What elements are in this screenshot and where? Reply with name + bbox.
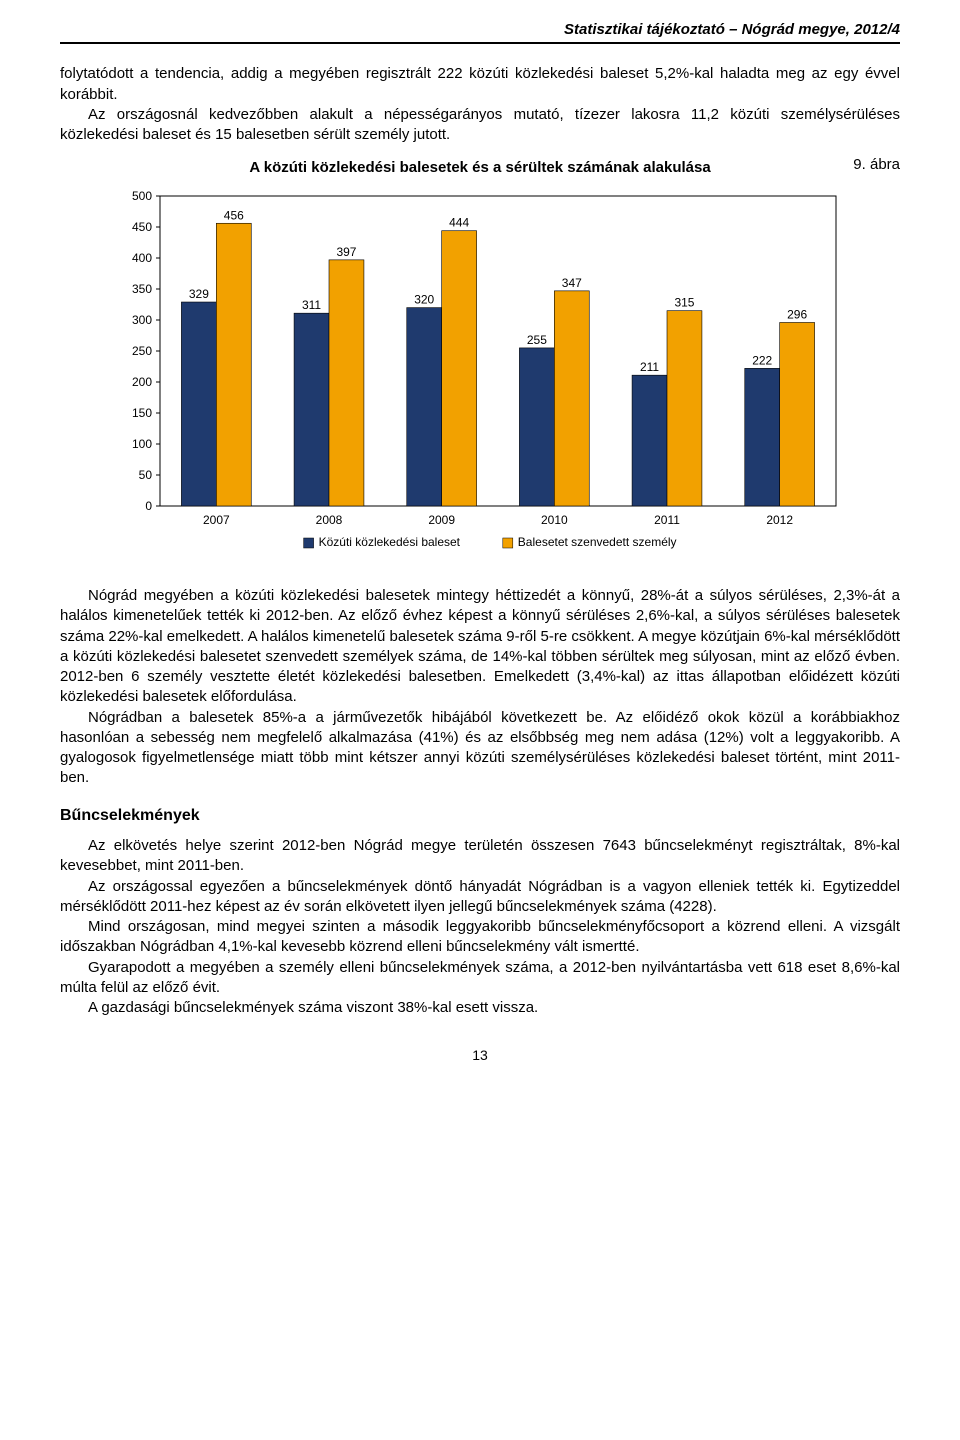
svg-text:296: 296 <box>787 307 807 321</box>
svg-text:222: 222 <box>752 353 772 367</box>
page-number: 13 <box>60 1046 900 1065</box>
paragraph-1: folytatódott a tendencia, addig a megyéb… <box>60 64 900 105</box>
paragraph-4: Nógrádban a balesetek 85%-a a járművezet… <box>60 708 900 789</box>
svg-text:2008: 2008 <box>316 513 343 527</box>
svg-text:320: 320 <box>414 292 434 306</box>
svg-text:Balesetet szenvedett személy: Balesetet szenvedett személy <box>518 535 677 549</box>
paragraph-3: Nógrád megyében a közúti közlekedési bal… <box>60 586 900 708</box>
chart-title: A közúti közlekedési balesetek és a sérü… <box>60 158 900 178</box>
svg-text:2009: 2009 <box>428 513 455 527</box>
svg-text:100: 100 <box>132 437 152 451</box>
svg-text:255: 255 <box>527 333 547 347</box>
crimes-p1: Az elkövetés helye szerint 2012-ben Nógr… <box>60 836 900 877</box>
svg-text:2012: 2012 <box>766 513 793 527</box>
svg-text:350: 350 <box>132 282 152 296</box>
svg-text:347: 347 <box>562 276 582 290</box>
svg-text:2010: 2010 <box>541 513 568 527</box>
paragraph-2: Az országosnál kedvezőbben alakult a nép… <box>60 105 900 146</box>
page-header: Statisztikai tájékoztató – Nógrád megye,… <box>60 20 900 44</box>
svg-text:0: 0 <box>145 499 152 513</box>
crimes-p2: Az országossal egyezően a bűncselekménye… <box>60 877 900 918</box>
svg-text:2011: 2011 <box>654 513 680 527</box>
svg-text:315: 315 <box>674 295 694 309</box>
svg-text:150: 150 <box>132 406 152 420</box>
svg-text:500: 500 <box>132 189 152 203</box>
svg-text:200: 200 <box>132 375 152 389</box>
crimes-p5: A gazdasági bűncselekmények száma viszon… <box>60 998 900 1018</box>
crimes-p4: Gyarapodott a megyében a személy elleni … <box>60 958 900 999</box>
svg-text:300: 300 <box>132 313 152 327</box>
svg-text:50: 50 <box>139 468 153 482</box>
svg-text:250: 250 <box>132 344 152 358</box>
svg-text:450: 450 <box>132 220 152 234</box>
svg-text:329: 329 <box>189 287 209 301</box>
svg-text:456: 456 <box>224 208 244 222</box>
svg-text:Közúti közlekedési baleset: Közúti közlekedési baleset <box>319 535 461 549</box>
svg-text:400: 400 <box>132 251 152 265</box>
bar-chart: 0 50 100 150 200 250 300 350 400 450 500 329 456 2007… <box>110 186 850 572</box>
crimes-p3: Mind országosan, mind megyei szinten a m… <box>60 917 900 958</box>
svg-text:397: 397 <box>336 245 356 259</box>
svg-text:311: 311 <box>302 298 321 312</box>
section-heading-crimes: Bűncselekmények <box>60 805 900 827</box>
svg-text:2007: 2007 <box>203 513 230 527</box>
svg-text:444: 444 <box>449 215 469 229</box>
svg-text:211: 211 <box>640 360 659 374</box>
